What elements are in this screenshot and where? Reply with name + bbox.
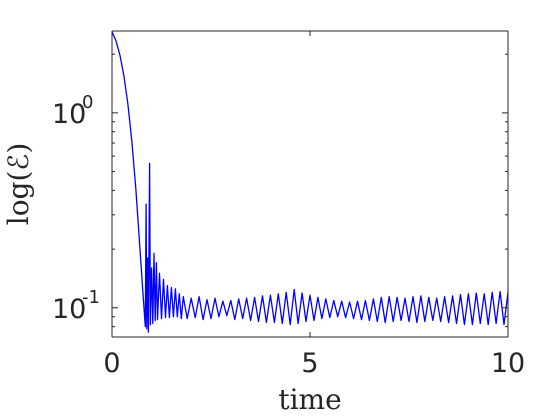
y-tick-exponent: 0 xyxy=(82,92,93,113)
plot-area xyxy=(112,31,508,337)
y-tick-label: 10 xyxy=(52,294,86,325)
y-tick-exponent: -1 xyxy=(82,287,100,308)
x-axis-label: time xyxy=(278,383,341,416)
x-tick-label: 0 xyxy=(103,348,120,379)
y-tick-label: 10 xyxy=(52,99,86,130)
y-axis-label: log(ℰ) xyxy=(2,143,35,226)
x-tick-label: 10 xyxy=(491,348,525,379)
series-line xyxy=(111,31,509,333)
x-tick-label: 5 xyxy=(301,348,318,379)
